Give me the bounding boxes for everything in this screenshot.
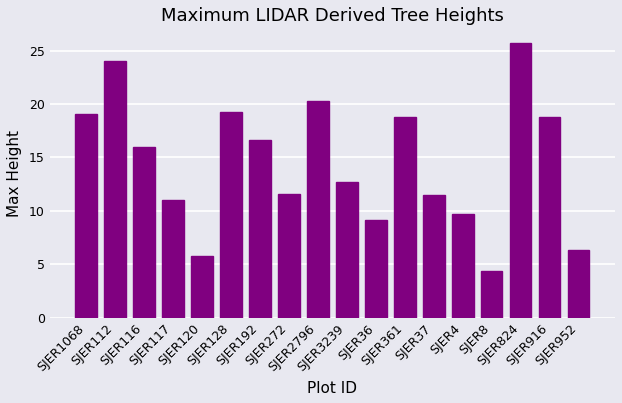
Bar: [481, 271, 503, 318]
Bar: [394, 117, 415, 318]
Bar: [75, 114, 97, 318]
Bar: [307, 101, 328, 318]
Title: Maximum LIDAR Derived Tree Heights: Maximum LIDAR Derived Tree Heights: [161, 7, 504, 25]
Bar: [509, 43, 531, 318]
Bar: [249, 140, 271, 318]
Bar: [539, 116, 560, 318]
Bar: [104, 61, 126, 318]
Bar: [278, 194, 300, 318]
Bar: [452, 214, 473, 318]
Bar: [568, 250, 590, 318]
Bar: [162, 200, 184, 318]
Bar: [423, 195, 445, 318]
Bar: [336, 182, 358, 318]
X-axis label: Plot ID: Plot ID: [307, 381, 358, 396]
Bar: [191, 256, 213, 318]
Bar: [133, 147, 155, 318]
Bar: [220, 112, 242, 318]
Y-axis label: Max Height: Max Height: [7, 130, 22, 217]
Bar: [365, 220, 387, 318]
